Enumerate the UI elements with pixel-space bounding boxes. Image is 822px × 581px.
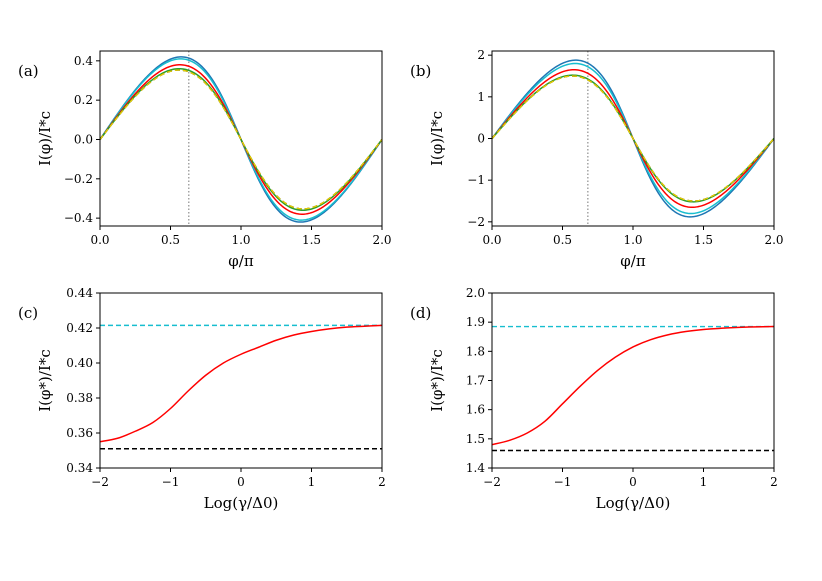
y-tick-label: −0.2 [64, 172, 93, 186]
y-axis-label: I(φ*)/I*c [428, 349, 446, 412]
y-axis-label: I(φ*)/I*c [36, 349, 54, 412]
y-tick-label: 0.2 [74, 93, 93, 107]
x-tick-label: 0 [237, 475, 245, 489]
y-tick-label: 1.7 [466, 374, 485, 388]
y-tick-label: 0.42 [66, 321, 93, 335]
panel-label: (c) [18, 304, 38, 322]
plot-area [100, 324, 382, 450]
panel-label: (d) [410, 304, 431, 322]
y-tick-label: −1 [467, 173, 485, 187]
y-tick-label: 1.5 [466, 432, 485, 446]
x-tick-label: 1.0 [623, 233, 642, 247]
y-tick-label: 0.44 [66, 286, 93, 300]
y-tick-label: 0.0 [74, 132, 93, 146]
y-tick-label: 1.4 [466, 461, 485, 475]
y-tick-label: 2.0 [466, 286, 485, 300]
x-tick-label: −2 [91, 475, 109, 489]
x-axis-label: φ/π [620, 252, 646, 270]
y-tick-label: 1.6 [466, 403, 485, 417]
x-tick-label: 0.5 [161, 233, 180, 247]
x-tick-label: 0.0 [482, 233, 501, 247]
x-tick-label: 2 [378, 475, 386, 489]
y-tick-label: 1.8 [466, 344, 485, 358]
x-tick-label: 1 [308, 475, 316, 489]
x-axis-label: Log(γ/Δ0) [596, 494, 671, 512]
y-tick-label: −0.4 [64, 211, 94, 225]
panel-d: −2 −1 0 1 2 1.4 1.5 1.6 1.7 1.8 1.9 2.0 Log(γ/Δ0) I(φ… [410, 286, 778, 512]
series-red [100, 324, 382, 443]
panel-c: −2 −1 0 1 2 0.34 0.36 0.38 0.40 0.42 0.44 Log(γ/Δ0)… [18, 286, 386, 512]
x-tick-label: 1.5 [694, 233, 713, 247]
x-tick-label: 1.5 [302, 233, 321, 247]
series-yellow-dashed [492, 75, 774, 202]
x-tick-label: 0.5 [553, 233, 572, 247]
y-tick-label: 0.40 [66, 356, 93, 370]
x-tick-label: 2 [770, 475, 778, 489]
x-tick-label: −1 [162, 475, 180, 489]
x-axis-label: Log(γ/Δ0) [204, 494, 279, 512]
y-tick-label: 0.34 [66, 461, 93, 475]
x-tick-label: 0 [629, 475, 637, 489]
plot-area [100, 51, 382, 226]
x-tick-label: 1.0 [231, 233, 250, 247]
y-tick-label: 0.38 [66, 391, 93, 405]
y-tick-label: −2 [467, 215, 485, 229]
y-axis-label: I(φ)/I*c [36, 111, 54, 166]
y-tick-label: 2 [477, 48, 485, 62]
series-yellow-dashed [100, 69, 382, 210]
y-tick-label: 0.4 [74, 54, 93, 68]
x-tick-label: 0.0 [90, 233, 109, 247]
y-axis-label: I(φ)/I*c [428, 111, 446, 166]
plot-area [492, 325, 774, 452]
x-tick-label: −1 [554, 475, 572, 489]
panel-label: (b) [410, 62, 431, 80]
x-tick-label: −2 [483, 475, 501, 489]
series-red [492, 325, 774, 446]
panel-a: 0.0 0.5 1.0 1.5 2.0 −0.4 −0.2 0.0 0.2 0.4 φ/π I(φ)/… [18, 50, 392, 270]
x-tick-label: 2.0 [764, 233, 783, 247]
y-tick-label: 1 [477, 90, 485, 104]
y-tick-label: 0 [477, 132, 485, 146]
y-tick-label: 1.9 [466, 315, 485, 329]
panel-label: (a) [18, 62, 39, 80]
x-tick-label: 1 [700, 475, 708, 489]
x-axis-label: φ/π [228, 252, 254, 270]
axes-frame [491, 292, 775, 469]
panel-b: 0.0 0.5 1.0 1.5 2.0 −2 −1 0 1 2 φ/π I(φ)/I*c (b) [410, 48, 784, 270]
plot-area [492, 51, 774, 226]
x-tick-label: 2.0 [372, 233, 391, 247]
axes-frame [99, 292, 383, 469]
y-tick-label: 0.36 [66, 426, 93, 440]
